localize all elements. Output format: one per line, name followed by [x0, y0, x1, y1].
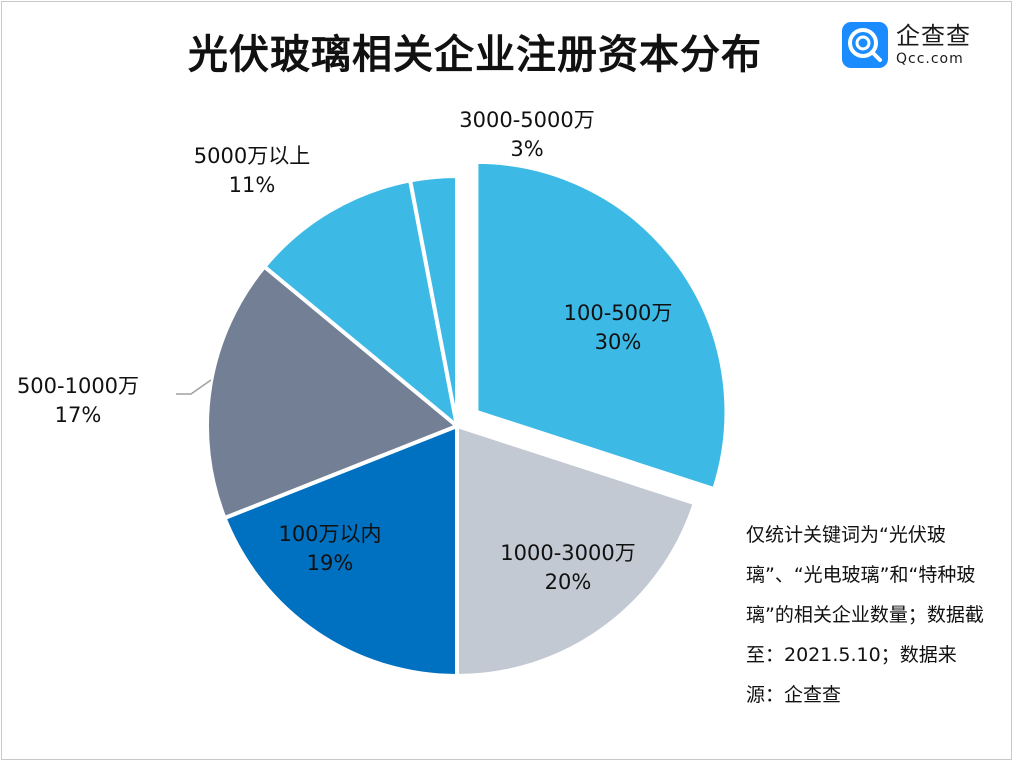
slice-label: 5000万以上 11% — [194, 144, 310, 197]
slice-label: 1000-3000万 20% — [500, 541, 635, 594]
pie-slice — [262, 178, 459, 428]
leader-line — [176, 379, 212, 395]
pie-slice — [222, 424, 459, 678]
slice-label: 100-500万 30% — [564, 301, 673, 354]
chart-title: 光伏玻璃相关企业注册资本分布 — [188, 32, 762, 78]
logo-name: 企查查 — [896, 22, 971, 50]
footnote: 仅统计关键词为“光伏玻璃”、“光电玻璃”和“特种玻璃”的相关企业数量；数据截至：… — [746, 524, 984, 706]
pie-slice — [455, 424, 697, 678]
pie-slice — [474, 159, 729, 492]
slice-label: 100万以内 19% — [278, 522, 381, 575]
slice-label: 500-1000万 17% — [17, 374, 139, 427]
slice-label: 3000-5000万 3% — [459, 108, 594, 161]
logo-domain: Qcc.com — [896, 51, 964, 67]
qcc-logo-icon — [842, 22, 888, 68]
pie-slice — [408, 174, 459, 428]
pie-slice — [205, 264, 459, 521]
qcc-logo: 企查查 Qcc.com — [842, 22, 971, 68]
